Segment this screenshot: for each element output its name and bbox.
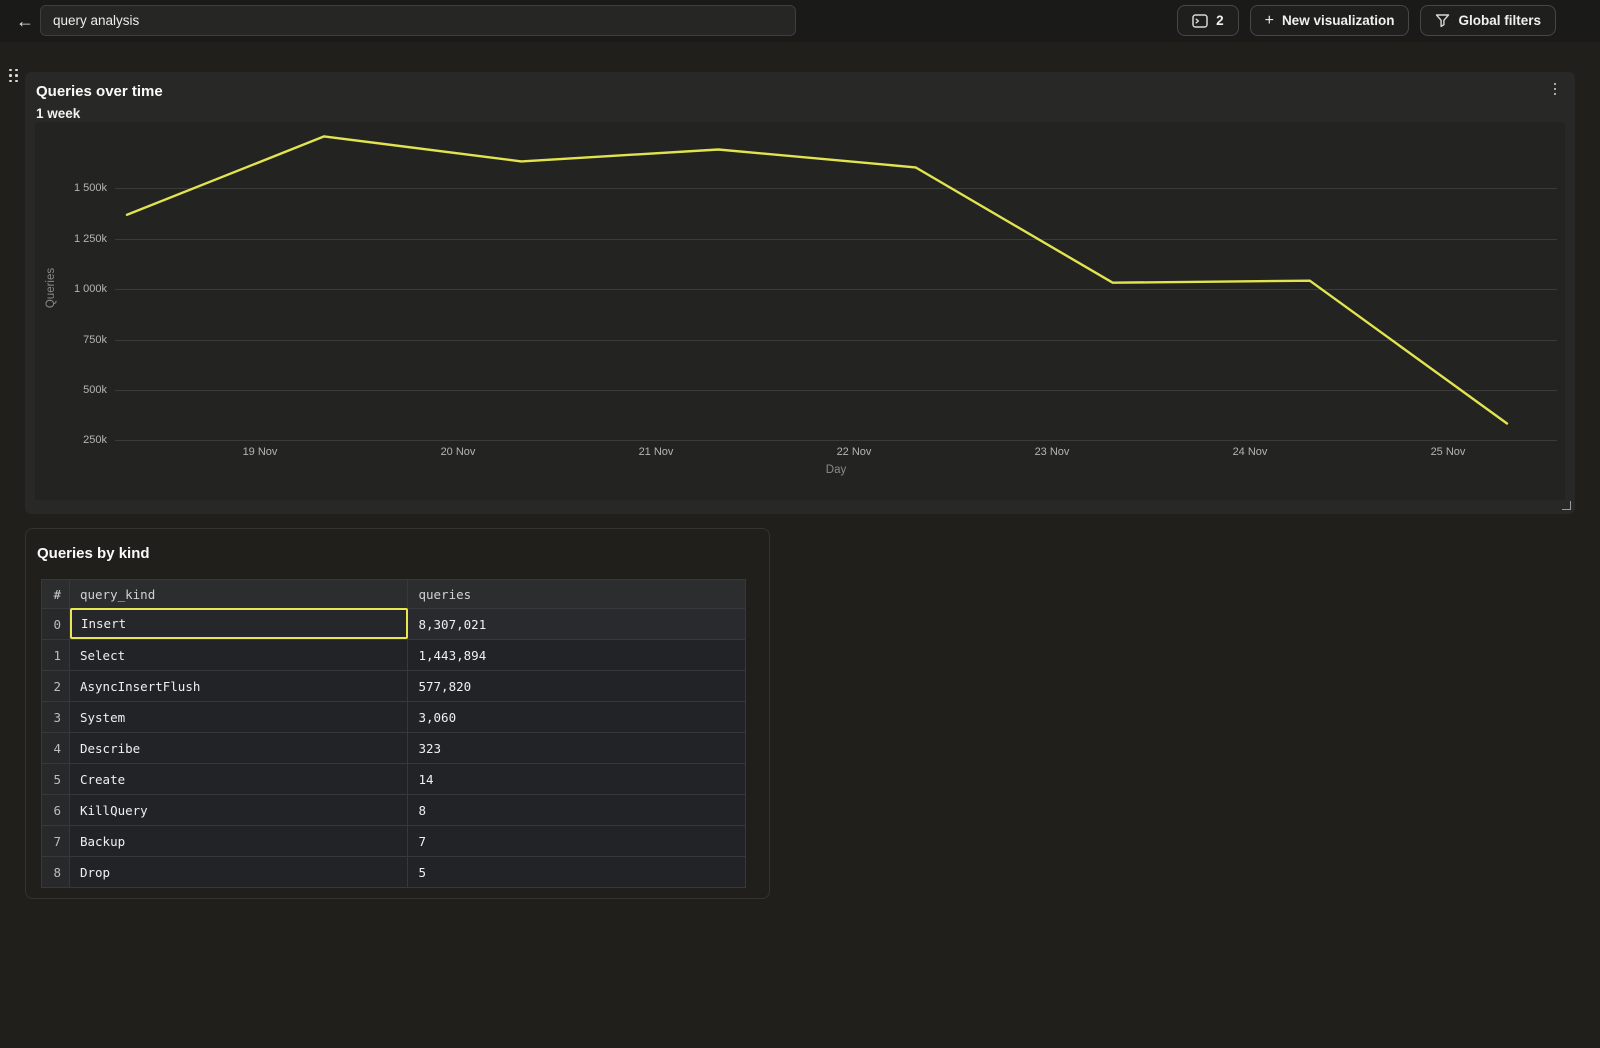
global-filters-button[interactable]: Global filters bbox=[1420, 5, 1556, 36]
table-row: 5 Create 14 bbox=[42, 763, 745, 794]
x-axis-tick-label: 25 Nov bbox=[1430, 446, 1466, 458]
cell-query-kind[interactable]: Insert bbox=[69, 608, 409, 639]
sql-console-icon bbox=[1192, 13, 1208, 28]
cell-queries[interactable]: 7 bbox=[418, 833, 427, 849]
table-row: 3 System 3,060 bbox=[42, 701, 745, 732]
cell-query-kind[interactable]: AsyncInsertFlush bbox=[70, 671, 409, 701]
cell-queries[interactable]: 1,443,894 bbox=[418, 647, 487, 663]
table-row: 2 AsyncInsertFlush 577,820 bbox=[42, 670, 745, 701]
cell-row-index: 0 bbox=[42, 609, 70, 639]
cell-row-index: 6 bbox=[42, 795, 70, 825]
cell-queries[interactable]: 8 bbox=[418, 802, 427, 818]
kebab-menu-icon[interactable] bbox=[1547, 78, 1563, 100]
gridline bbox=[115, 339, 1557, 341]
header-index: # bbox=[42, 580, 70, 608]
table-header-row: # query_kind queries bbox=[42, 580, 745, 608]
cell-queries[interactable]: 3,060 bbox=[418, 709, 457, 725]
y-axis-tick-label: 250k bbox=[83, 434, 107, 447]
cell-row-index: 5 bbox=[42, 764, 70, 794]
cell-row-index: 4 bbox=[42, 733, 70, 763]
dashboard-title-input[interactable] bbox=[40, 5, 796, 36]
cell-queries[interactable]: 577,820 bbox=[418, 678, 472, 694]
cell-query-kind[interactable]: KillQuery bbox=[70, 795, 409, 825]
cell-query-kind[interactable]: Describe bbox=[70, 733, 409, 763]
back-arrow-icon[interactable]: ← bbox=[16, 11, 34, 31]
cell-query-kind[interactable]: Backup bbox=[70, 826, 409, 856]
plus-icon: + bbox=[1264, 11, 1274, 29]
x-axis-tick-label: 22 Nov bbox=[836, 446, 872, 458]
cell-row-index: 7 bbox=[42, 826, 70, 856]
y-axis-tick-label: 1 000k bbox=[73, 283, 107, 296]
table-row: 8 Drop 5 bbox=[42, 856, 745, 887]
gridline bbox=[115, 390, 1557, 391]
cell-queries[interactable]: 8,307,021 bbox=[418, 616, 487, 632]
y-axis-tick-label: 500k bbox=[83, 384, 107, 396]
chart-title: Queries over time bbox=[36, 83, 163, 100]
line-chart-plot[interactable]: 1 500k 1 250k 1 000k 750k 500k 250k 19 Nov 20 N… bbox=[35, 122, 1565, 500]
console-count: 2 bbox=[1216, 13, 1224, 28]
cell-row-index: 1 bbox=[42, 640, 70, 670]
funnel-icon bbox=[1435, 13, 1450, 28]
table-row: 0 Insert 8,307,021 bbox=[42, 608, 745, 639]
x-axis-tick-label: 19 Nov bbox=[242, 446, 278, 458]
new-visualization-label: New visualization bbox=[1281, 13, 1395, 28]
gridline bbox=[115, 238, 1557, 240]
header-query-kind[interactable]: query_kind bbox=[70, 580, 409, 608]
results-table: # query_kind queries 0 Insert 8,307,021 1 Selec… bbox=[41, 579, 746, 888]
y-axis-tick-label: 750k bbox=[83, 333, 107, 346]
queries-over-time-panel: Queries over time 1 week 1 500k 1 250k 1 0… bbox=[25, 72, 1575, 514]
panel-drag-handle-icon[interactable] bbox=[7, 67, 20, 84]
table-row: 1 Select 1,443,894 bbox=[42, 639, 745, 670]
cell-query-kind[interactable]: Select bbox=[70, 640, 409, 670]
panel-resize-handle[interactable] bbox=[1562, 501, 1571, 510]
y-axis-tick-label: 1 500k bbox=[73, 182, 107, 195]
x-axis-label: Day bbox=[825, 464, 847, 476]
gridline bbox=[115, 289, 1557, 291]
cell-row-index: 8 bbox=[42, 857, 70, 887]
cell-row-index: 2 bbox=[42, 671, 70, 701]
cell-queries[interactable]: 5 bbox=[418, 864, 427, 880]
gridline bbox=[115, 440, 1557, 442]
x-axis-tick-label: 20 Nov bbox=[440, 446, 476, 458]
queries-line-series bbox=[125, 135, 1509, 425]
new-visualization-button[interactable]: + New visualization bbox=[1249, 5, 1410, 36]
global-filters-label: Global filters bbox=[1458, 13, 1541, 28]
y-axis-tick-label: 1 250k bbox=[73, 232, 107, 245]
cell-query-kind[interactable]: System bbox=[70, 702, 409, 732]
cell-row-index: 3 bbox=[42, 702, 70, 732]
top-bar: ← 2 + New visualization Global filters bbox=[0, 0, 1600, 42]
x-axis-tick-label: 21 Nov bbox=[638, 446, 674, 458]
chart-subtitle: 1 week bbox=[36, 106, 81, 121]
cell-query-kind[interactable]: Create bbox=[70, 764, 409, 794]
table-row: 7 Backup 7 bbox=[42, 825, 745, 856]
cell-queries[interactable]: 323 bbox=[418, 740, 442, 756]
topbar-actions: 2 + New visualization Global filters bbox=[1177, 5, 1556, 36]
gridline bbox=[115, 188, 1557, 190]
sql-console-count-button[interactable]: 2 bbox=[1177, 5, 1239, 36]
cell-query-kind[interactable]: Drop bbox=[70, 857, 409, 887]
header-queries[interactable]: queries bbox=[418, 586, 472, 602]
queries-by-kind-panel: Queries by kind # query_kind queries 0 Inser… bbox=[25, 528, 770, 899]
x-axis-tick-label: 23 Nov bbox=[1034, 446, 1070, 458]
table-row: 4 Describe 323 bbox=[42, 732, 745, 763]
cell-queries[interactable]: 14 bbox=[418, 771, 434, 787]
x-axis-tick-label: 24 Nov bbox=[1232, 446, 1268, 458]
table-row: 6 KillQuery 8 bbox=[42, 794, 745, 825]
table-title: Queries by kind bbox=[37, 545, 150, 562]
